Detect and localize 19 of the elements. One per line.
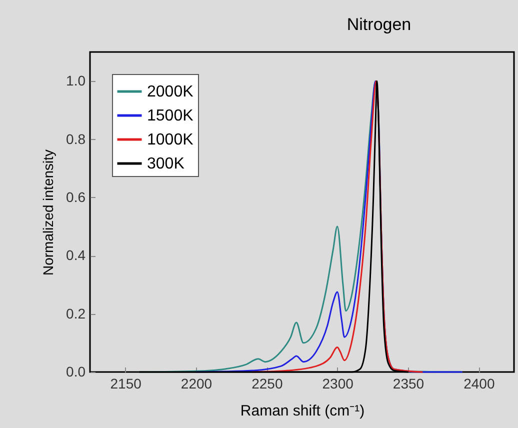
x-tick-label: 2400 bbox=[464, 376, 495, 392]
x-tick-label: 2200 bbox=[180, 376, 212, 392]
x-tick-label: 2350 bbox=[392, 376, 424, 392]
y-tick-label: 0.2 bbox=[66, 305, 86, 322]
legend-label: 300K bbox=[147, 156, 185, 172]
chart-title: Nitrogen bbox=[346, 15, 412, 34]
y-tick-label: 1.0 bbox=[66, 72, 86, 89]
y-tick-label: 0.8 bbox=[66, 130, 86, 147]
legend-label: 2000K bbox=[147, 84, 194, 100]
y-axis-title: Normalized intensity bbox=[40, 149, 56, 276]
y-tick-label: 0.6 bbox=[66, 188, 86, 205]
x-axis-title: Raman shift (cm⁻¹) bbox=[240, 402, 365, 420]
x-tick-label: 2300 bbox=[322, 376, 354, 392]
legend-label: 1500K bbox=[147, 108, 194, 124]
y-tick-label: 0.0 bbox=[66, 364, 86, 380]
y-tick-label: 0.4 bbox=[66, 247, 86, 264]
legend-label: 1000K bbox=[147, 132, 194, 148]
x-tick-label: 2250 bbox=[252, 376, 283, 392]
x-tick-label: 2150 bbox=[110, 376, 142, 392]
